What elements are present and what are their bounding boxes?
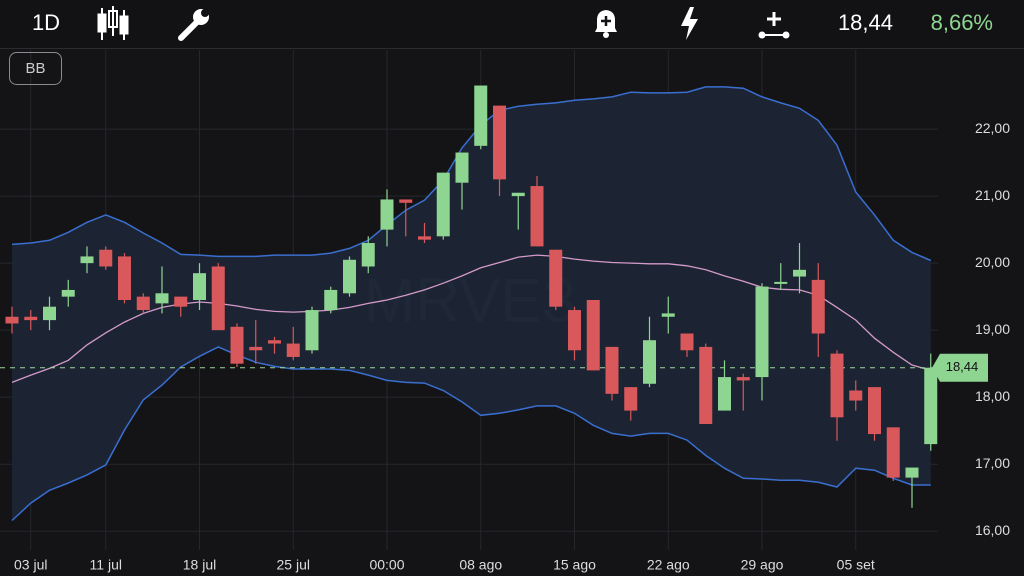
last-price-tag — [932, 353, 988, 382]
candle-body — [118, 256, 131, 300]
candle-body — [774, 281, 788, 284]
x-tick-label: 00:00 — [369, 557, 404, 573]
candle-body — [43, 306, 56, 321]
candle-body — [286, 343, 300, 357]
candle-body — [399, 199, 413, 203]
candle-body — [268, 340, 281, 344]
wrench-icon[interactable] — [178, 9, 209, 41]
candle-body — [736, 377, 750, 381]
candle-body — [174, 296, 188, 307]
candle-body — [643, 340, 656, 384]
candle-body — [605, 346, 619, 394]
candle-body — [436, 172, 450, 237]
toolbar — [0, 0, 1024, 48]
candle-body — [849, 390, 863, 401]
candle-body — [549, 249, 563, 307]
candle-body — [211, 266, 225, 331]
y-tick-label: 21,00 — [975, 187, 1010, 203]
candle-body — [624, 387, 638, 411]
candle-body — [249, 346, 263, 351]
plot: 16,00 17,00 18,00 19,00 20,00 21,00 22,00 03 ju… — [0, 50, 1010, 573]
y-tick-label: 22,00 — [975, 120, 1010, 136]
candle-body — [886, 427, 900, 478]
header-price: 18,44 — [838, 10, 893, 35]
y-tick-label: 17,00 — [975, 455, 1010, 471]
x-tick-label: 11 jul — [90, 557, 122, 573]
candle-body — [718, 377, 731, 411]
candle-body — [80, 256, 94, 264]
candle-body — [230, 326, 244, 364]
candle-body — [699, 346, 713, 424]
header-change: 8,66% — [931, 10, 993, 35]
band-line — [11, 346, 931, 522]
candle-body — [905, 467, 919, 478]
candle-body — [455, 152, 469, 183]
bb-button[interactable] — [9, 52, 62, 85]
y-tick-label: 20,00 — [975, 254, 1010, 270]
x-tick-label: 03 jul — [14, 557, 47, 573]
bb-button-label[interactable]: BB — [25, 60, 45, 77]
position-icon[interactable] — [758, 12, 790, 39]
candles-icon[interactable] — [97, 6, 129, 40]
candle-body — [793, 269, 806, 277]
candle-body — [680, 333, 694, 351]
candle-body — [136, 296, 150, 311]
candle-body — [361, 243, 375, 267]
x-tick-label: 29 ago — [741, 557, 784, 573]
candle-body — [61, 289, 75, 297]
band-line — [11, 86, 932, 262]
candle-body — [530, 186, 544, 247]
candle-body — [830, 353, 844, 418]
band-middle-line — [11, 254, 931, 384]
alert-icon[interactable] — [595, 10, 617, 38]
candle-body — [380, 199, 394, 230]
candle-body — [155, 293, 169, 304]
candle-body — [511, 192, 525, 197]
candle-body — [99, 249, 113, 267]
candle-body — [568, 310, 581, 351]
x-tick-label: 18 jul — [183, 557, 216, 573]
y-tick-label: 16,00 — [975, 522, 1010, 538]
candle-body — [493, 105, 506, 180]
candle-body — [811, 279, 825, 334]
candle-body — [661, 313, 675, 317]
x-tick-label: 05 set — [837, 557, 875, 573]
x-tick-label: 25 jul — [277, 557, 310, 573]
last-price-label: 18,44 — [946, 359, 979, 374]
flash-icon[interactable] — [681, 7, 698, 40]
candle-body — [418, 236, 431, 240]
candle-body — [924, 367, 938, 445]
candle-body — [5, 316, 19, 324]
y-tick-label: 19,00 — [975, 321, 1010, 337]
candle-body — [474, 85, 488, 146]
candle-body — [193, 273, 206, 300]
candle-body — [755, 286, 769, 378]
candle-body — [324, 289, 338, 311]
interval-button[interactable]: 1D — [32, 10, 60, 35]
candle-body — [24, 316, 38, 321]
candle-body — [305, 310, 319, 351]
x-tick-label: 15 ago — [553, 557, 596, 573]
candle-body — [586, 300, 600, 371]
y-tick-label: 18,00 — [975, 388, 1010, 404]
candle-body — [343, 259, 356, 294]
candle-body — [868, 387, 881, 435]
x-tick-label: 22 ago — [647, 557, 690, 573]
x-tick-label: 08 ago — [459, 557, 502, 573]
